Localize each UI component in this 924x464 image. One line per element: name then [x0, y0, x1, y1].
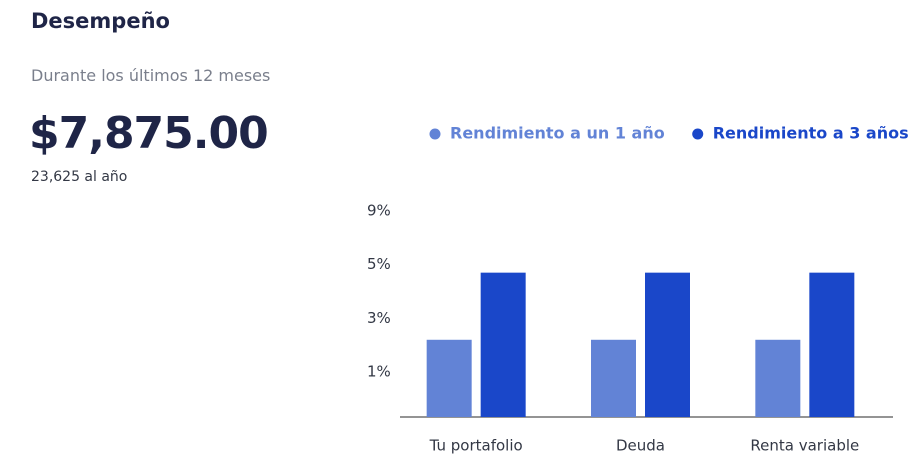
bar	[591, 339, 636, 417]
bar	[755, 339, 801, 417]
subtitle: Durante los últimos 12 meses	[31, 66, 271, 85]
y-tick-label: 1%	[367, 363, 391, 381]
legend-marker	[429, 128, 441, 140]
title: Desempeño	[31, 9, 170, 33]
bar	[809, 272, 855, 417]
y-tick-label: 3%	[367, 309, 391, 327]
bar	[645, 272, 690, 417]
amount-note: 23,625 al año	[31, 169, 128, 185]
legend-label: Rendimiento a un 1 año	[450, 124, 665, 143]
x-tick-label: Renta variable	[750, 437, 859, 455]
bar	[426, 339, 472, 417]
y-tick-label: 9%	[367, 201, 391, 219]
legend-marker	[692, 128, 704, 140]
x-tick-label: Deuda	[616, 437, 665, 455]
x-tick-label: Tu portafolio	[429, 437, 523, 455]
legend-label: Rendimiento a 3 años	[713, 124, 909, 143]
y-tick-label: 5%	[367, 255, 391, 273]
bar	[480, 272, 526, 417]
amount: $7,875.00	[29, 108, 269, 159]
